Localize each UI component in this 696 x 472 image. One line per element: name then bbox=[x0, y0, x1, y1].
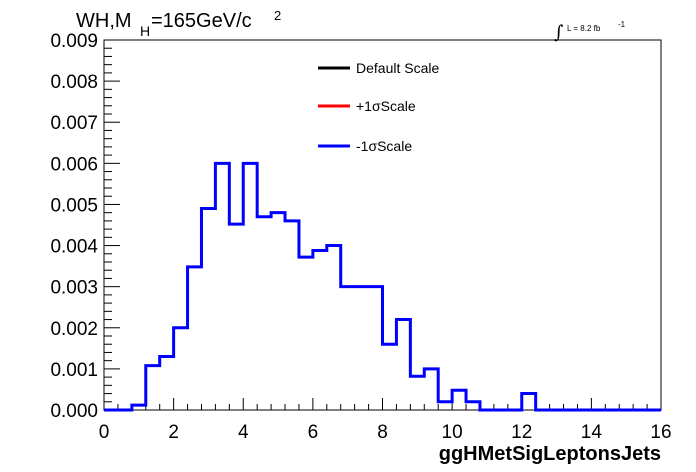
y-tick-label: 0.000 bbox=[50, 401, 98, 422]
legend: Default Scale +1σScale -1σScale bbox=[318, 60, 439, 154]
title-subscript: H bbox=[140, 23, 150, 39]
y-tick-label: 0.002 bbox=[50, 319, 98, 340]
x-tick-label: 8 bbox=[377, 422, 388, 443]
lumi-superscript: -1 bbox=[618, 20, 626, 29]
histogram-series bbox=[104, 161, 661, 412]
x-tick-label: 6 bbox=[308, 422, 319, 443]
title-prefix: WH,M bbox=[76, 10, 132, 32]
x-tick-label: 16 bbox=[650, 422, 671, 443]
y-tick-label: 0.009 bbox=[50, 31, 98, 52]
y-tick-label: 0.006 bbox=[50, 154, 98, 175]
histogram-line bbox=[104, 161, 661, 412]
y-tick-label: 0.001 bbox=[50, 360, 98, 381]
legend-label-plus: +1σScale bbox=[356, 98, 416, 114]
x-axis-label: ggHMetSigLeptonsJets bbox=[439, 443, 661, 465]
x-tick-label: 4 bbox=[238, 422, 249, 443]
x-tick-label: 10 bbox=[442, 422, 463, 443]
y-axis: 0.000 0.001 0.002 0.003 0.004 0.005 0.006 0.007… bbox=[50, 31, 120, 422]
legend-label-minus: -1σScale bbox=[356, 138, 412, 154]
x-tick-label: 2 bbox=[168, 422, 179, 443]
title-superscript: 2 bbox=[274, 8, 281, 23]
x-tick-label: 12 bbox=[511, 422, 532, 443]
lumi-integral: ∫ bbox=[554, 22, 564, 43]
y-tick-label: 0.005 bbox=[50, 195, 98, 216]
x-tick-label: 14 bbox=[581, 422, 603, 443]
y-tick-label: 0.007 bbox=[50, 113, 98, 134]
y-tick-label: 0.004 bbox=[50, 237, 98, 258]
x-axis: 0 2 4 6 8 10 12 14 16 bbox=[99, 398, 672, 443]
x-tick-label: 0 bbox=[99, 422, 110, 443]
legend-label-default: Default Scale bbox=[356, 60, 439, 76]
y-tick-label: 0.003 bbox=[50, 278, 98, 299]
lumi-text: L = 8.2 fb bbox=[567, 24, 601, 33]
title-value: =165GeV/c bbox=[151, 10, 252, 32]
y-tick-label: 0.008 bbox=[50, 72, 98, 93]
